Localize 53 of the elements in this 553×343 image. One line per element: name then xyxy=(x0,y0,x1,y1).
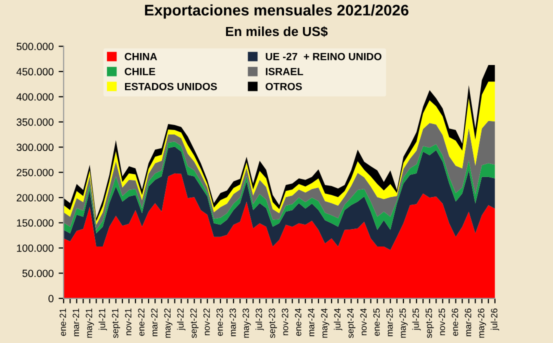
y-tick-label: 300.000 xyxy=(16,144,54,152)
x-tick-label: jul-22 xyxy=(177,308,186,330)
y-tick-label: 0 xyxy=(48,294,54,302)
x-tick-label: ene-21 xyxy=(60,308,66,336)
x-tick-label: sept-21 xyxy=(112,308,120,338)
y-tick-label: 500.000 xyxy=(16,42,54,50)
legend-label: OTROS xyxy=(266,82,302,90)
x-tick-label: ene-26 xyxy=(452,308,458,336)
x-tick-label: sept-25 xyxy=(426,308,434,338)
x-tick-label: nov-23 xyxy=(282,308,288,336)
x-tick-label: nov-24 xyxy=(360,308,367,336)
x-tick-label: sept-23 xyxy=(268,308,277,338)
legend-label: UE -27 + REINO UNIDO xyxy=(266,52,382,60)
x-tick-label: ene-25 xyxy=(373,308,380,336)
x-tick-label: mar-23 xyxy=(230,308,236,336)
x-tick-label: mar-21 xyxy=(72,308,80,336)
x-tick-label: nov-22 xyxy=(203,308,210,336)
legend-label: CHILE xyxy=(124,68,156,76)
x-tick-label: jul-23 xyxy=(255,308,264,330)
x-tick-label: jul-21 xyxy=(98,308,108,330)
x-tick-label: may-22 xyxy=(164,308,172,338)
x-tick-label: jul-25 xyxy=(412,308,421,330)
x-tick-label: may-23 xyxy=(242,308,251,338)
legend-label: ISRAEL xyxy=(266,68,304,76)
x-tick-label: ene-24 xyxy=(294,308,302,336)
x-tick-label: may-26 xyxy=(478,308,486,338)
y-tick-label: 250.000 xyxy=(16,168,54,176)
x-tick-label: sept-22 xyxy=(190,308,199,338)
x-tick-label: may-24 xyxy=(321,308,330,338)
y-tick-label: 100.000 xyxy=(17,244,54,252)
x-tick-label: ene-22 xyxy=(138,308,144,336)
legend-label: CHINA xyxy=(124,52,158,60)
x-tick-label: nov-25 xyxy=(438,308,446,336)
x-tick-label: mar-26 xyxy=(464,308,472,336)
legend-label: ESTADOS UNIDOS xyxy=(125,82,217,90)
y-tick-label: 150.000 xyxy=(17,219,54,227)
x-tick-label: mar-25 xyxy=(386,308,393,336)
y-tick-label: 50.000 xyxy=(22,270,54,278)
chart-subtitle: En miles de US$ xyxy=(226,26,328,37)
y-tick-label: 200.000 xyxy=(16,194,54,202)
y-tick-label: 450.000 xyxy=(16,68,54,76)
x-tick-label: jul-26 xyxy=(490,308,500,330)
x-tick-label: ene-23 xyxy=(216,308,223,336)
x-tick-label: jul-24 xyxy=(334,308,342,330)
y-tick-label: 350.000 xyxy=(16,118,54,126)
x-tick-label: mar-22 xyxy=(151,308,158,336)
y-tick-label: 400.000 xyxy=(16,93,54,101)
x-tick-label: may-25 xyxy=(399,308,408,338)
x-tick-label: mar-24 xyxy=(308,308,314,336)
chart-title: Exportaciones mensuales 2021/2026 xyxy=(145,4,408,19)
x-tick-label: may-21 xyxy=(86,308,94,338)
x-tick-label: sept-24 xyxy=(347,308,356,338)
x-tick-label: nov-21 xyxy=(124,308,132,336)
